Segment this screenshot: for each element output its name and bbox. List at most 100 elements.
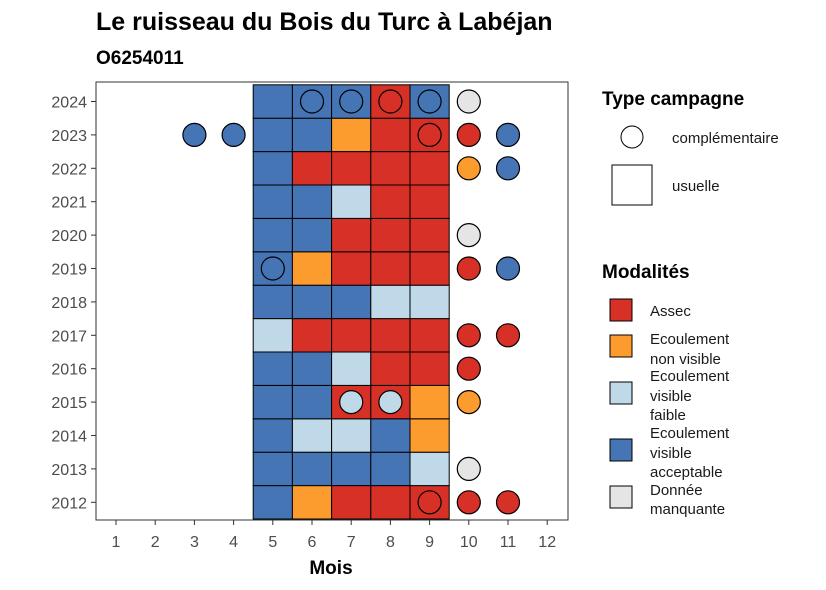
point-2024-8 [378, 89, 403, 114]
y-tick-label: 2024 [51, 95, 87, 112]
point-2013-10 [456, 456, 481, 481]
tile-2013-7 [331, 451, 372, 487]
usuelle-cells [252, 84, 450, 520]
legend-label-ecoulement-visible-acceptable: Ecoulement [650, 425, 730, 442]
tile-2020-9 [409, 217, 450, 253]
legend-key-ecoulement-visible-acceptable [609, 438, 633, 462]
point-2019-10 [456, 256, 481, 281]
point-2023-10 [456, 122, 481, 147]
x-tick-label: 11 [500, 534, 517, 551]
point-2012-10 [456, 490, 481, 515]
tile-2022-9 [409, 151, 450, 186]
tile-2016-8 [370, 351, 411, 386]
point-2019-5 [260, 256, 285, 281]
tile-2017-6 [291, 318, 333, 353]
legend-label-ecoulement-non-visible: Ecoulement [650, 331, 730, 348]
x-tick-label: 7 [347, 534, 356, 551]
complementaire-points [182, 89, 521, 515]
y-tick-label: 2013 [51, 462, 87, 479]
tile-2012-6 [291, 485, 333, 520]
tile-2018-6 [291, 284, 333, 320]
tile-2021-6 [291, 184, 333, 219]
tile-2021-8 [370, 184, 411, 219]
legend-key-donnee-manquante [609, 485, 633, 509]
legend-label-assec: Assec [650, 303, 691, 320]
y-tick-label: 2012 [51, 495, 87, 512]
tile-2018-5 [252, 284, 293, 320]
tile-2017-8 [370, 318, 411, 353]
tile-2020-5 [252, 217, 293, 253]
legend-label-ecoulement-non-visible: non visible [650, 351, 721, 368]
tile-2014-9 [409, 418, 450, 453]
legend-type-campagne: Type campagne complémentaire usuelle [602, 89, 779, 206]
point-2023-3 [182, 122, 207, 147]
x-axis: 1 2 3 4 5 6 7 8 9 10 11 12 [112, 520, 556, 551]
y-tick-label: 2015 [51, 395, 87, 412]
point-2024-10 [456, 89, 481, 114]
point-2022-11 [495, 156, 521, 181]
legend-label-ecoulement-visible-faible: visible [650, 388, 692, 405]
tile-2019-7 [331, 251, 372, 286]
tile-2013-6 [291, 451, 333, 487]
tile-2022-5 [252, 151, 293, 186]
point-2020-10 [456, 223, 481, 248]
x-tick-label: 12 [538, 534, 556, 551]
x-axis-title: Mois [309, 558, 352, 579]
point-2024-6 [299, 89, 325, 114]
tile-2018-8 [370, 284, 411, 320]
tile-2013-8 [370, 451, 411, 487]
tile-2013-9 [409, 451, 450, 487]
tile-2016-5 [252, 351, 293, 386]
x-tick-label: 6 [308, 534, 317, 551]
tile-2019-8 [370, 251, 411, 286]
tile-2021-5 [252, 184, 293, 219]
legend-complementaire-label: complémentaire [672, 130, 779, 147]
tile-2023-6 [291, 117, 333, 153]
tile-2023-8 [370, 117, 411, 153]
y-tick-label: 2023 [51, 128, 87, 145]
point-2015-7 [339, 390, 364, 415]
tile-2021-7 [331, 184, 372, 219]
point-2019-11 [495, 256, 521, 281]
tile-2013-5 [252, 451, 293, 487]
tile-2015-5 [252, 384, 293, 420]
legend-usuelle-label: usuelle [672, 178, 720, 195]
x-tick-label: 3 [190, 534, 199, 551]
tile-2016-9 [409, 351, 450, 386]
tile-2018-9 [409, 284, 450, 320]
y-tick-label: 2016 [51, 362, 87, 379]
point-2012-11 [495, 490, 521, 515]
point-2012-9 [417, 490, 442, 515]
y-tick-label: 2021 [51, 195, 87, 212]
legend-label-donnee-manquante: Donnée [650, 482, 703, 499]
x-tick-label: 9 [425, 534, 434, 551]
y-tick-label: 2022 [51, 161, 87, 178]
x-tick-label: 10 [460, 534, 478, 551]
tile-2021-9 [409, 184, 450, 219]
tile-2022-7 [331, 151, 372, 186]
legend-label-ecoulement-visible-acceptable: acceptable [650, 464, 723, 481]
tile-2020-8 [370, 217, 411, 253]
legend-usuelle-key [611, 164, 653, 206]
tile-2017-7 [331, 318, 372, 353]
legend-label-ecoulement-visible-acceptable: visible [650, 445, 692, 462]
tile-2020-6 [291, 217, 333, 253]
tile-2023-5 [252, 117, 293, 153]
legend-label-ecoulement-visible-faible: Ecoulement [650, 368, 730, 385]
tile-2014-6 [291, 418, 333, 453]
legend-type-title: Type campagne [602, 89, 744, 110]
x-tick-label: 1 [112, 534, 121, 551]
x-tick-label: 8 [386, 534, 395, 551]
y-tick-label: 2017 [51, 328, 87, 345]
tile-2015-9 [409, 384, 450, 420]
tile-2012-7 [331, 485, 372, 520]
point-2023-4 [221, 122, 246, 147]
tile-2024-5 [252, 84, 293, 119]
point-2023-11 [495, 122, 521, 147]
point-2015-10 [456, 390, 481, 415]
tile-2014-7 [331, 418, 372, 453]
point-2022-10 [456, 156, 481, 181]
tile-2012-5 [252, 485, 293, 520]
